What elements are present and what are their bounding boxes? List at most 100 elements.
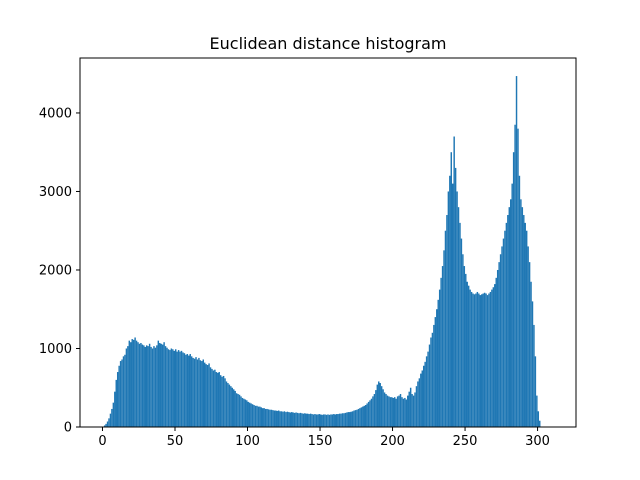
histogram-bar (224, 378, 226, 427)
y-tick-label: 1000 (39, 342, 72, 357)
histogram-bar (292, 412, 294, 427)
histogram-bar (237, 394, 239, 427)
plot-frame (79, 57, 577, 428)
histogram-bar (453, 136, 455, 427)
histogram-bar (333, 414, 335, 427)
histogram-bar (190, 356, 193, 427)
histogram-bar (524, 222, 526, 427)
histogram-bar (369, 400, 371, 427)
histogram-bar (518, 175, 521, 427)
y-axis: 0 1000 2000 3000 4000 (39, 106, 80, 436)
histogram-bar (389, 397, 392, 427)
histogram-bar (536, 395, 538, 427)
x-tick-label: 200 (380, 434, 405, 449)
histogram-bar (264, 408, 267, 427)
histogram-bar (425, 356, 428, 427)
histogram-bar (420, 373, 422, 427)
histogram-bar (399, 394, 402, 427)
histogram-bar (161, 344, 164, 427)
histogram-bar (373, 394, 376, 427)
histogram-bar (150, 346, 152, 427)
histogram-bar (383, 392, 386, 427)
histogram-bar (235, 393, 238, 427)
histogram-bar (325, 414, 328, 427)
histogram-bar (309, 413, 312, 427)
histogram-bar (344, 412, 347, 427)
histogram-bar (343, 413, 345, 427)
histogram-bar (115, 379, 117, 427)
histogram-bar (138, 343, 141, 427)
histogram-bar (317, 414, 319, 427)
histogram-bar (415, 386, 418, 427)
histogram-bar (476, 291, 479, 427)
histogram-bar (105, 423, 107, 427)
chart-title: Euclidean distance histogram (210, 34, 447, 53)
histogram-bar (295, 412, 297, 427)
histogram-bar (511, 183, 513, 427)
histogram-bar (248, 402, 251, 427)
histogram-bar (131, 339, 133, 427)
histogram-bar (324, 414, 326, 427)
histogram-bar (391, 397, 393, 427)
histogram-bar (421, 370, 423, 427)
histogram-bar (214, 369, 216, 427)
histogram-bar (370, 398, 373, 427)
x-tick-label: 150 (308, 434, 333, 449)
histogram-bar (492, 287, 495, 427)
histogram-bar (359, 408, 361, 427)
histogram-bar (183, 353, 186, 427)
histogram-bar (257, 406, 260, 427)
histogram-bar (488, 293, 490, 427)
histogram-bar (238, 394, 241, 427)
histogram-bar (156, 345, 158, 427)
histogram-bar (437, 299, 439, 427)
histogram-bar (132, 339, 135, 427)
histogram-bar (447, 191, 450, 427)
histogram-bar (202, 359, 204, 427)
histogram-bar (375, 390, 377, 427)
histogram-bar (380, 386, 383, 427)
histogram-bar (289, 412, 292, 427)
histogram-bar (206, 364, 209, 427)
histogram-bar (483, 292, 486, 427)
histogram-bar (322, 414, 325, 427)
y-tick-label: 0 (64, 421, 72, 436)
histogram-bar (174, 349, 177, 427)
histogram-bar (151, 348, 154, 427)
histogram-bar (398, 395, 400, 427)
histogram-bar (137, 342, 139, 427)
histogram-bar (109, 413, 112, 427)
histogram-bar (241, 397, 244, 427)
histogram-bar (360, 407, 363, 427)
histogram-bar (306, 413, 309, 427)
histogram-bar (508, 207, 511, 427)
histogram-bar (172, 349, 174, 427)
histogram-bar (486, 295, 489, 427)
histogram-bar (204, 362, 206, 427)
x-tick-label: 50 (167, 434, 184, 449)
histogram-bar (507, 215, 509, 427)
histogram-bar (430, 337, 432, 427)
histogram-bar (122, 356, 125, 427)
histogram-bar (185, 354, 187, 427)
histogram-bar (234, 390, 236, 427)
histogram-bar (189, 353, 191, 427)
histogram-bar (495, 277, 497, 427)
x-tick-label: 100 (235, 434, 260, 449)
histogram-bar (308, 414, 310, 427)
histogram-bar (208, 363, 210, 427)
histogram-bar (412, 395, 415, 427)
histogram-bar (472, 293, 474, 427)
histogram-bar (173, 350, 175, 427)
histogram-bar (379, 383, 381, 427)
histogram-bar (438, 289, 441, 427)
histogram-bar (491, 289, 493, 427)
histogram-bar (318, 414, 321, 427)
histogram-bars (102, 76, 541, 427)
x-tick-label: 0 (98, 434, 106, 449)
histogram-bar (436, 309, 438, 427)
histogram-bar (259, 406, 261, 427)
histogram-bar (338, 413, 341, 427)
histogram-bar (188, 355, 190, 427)
